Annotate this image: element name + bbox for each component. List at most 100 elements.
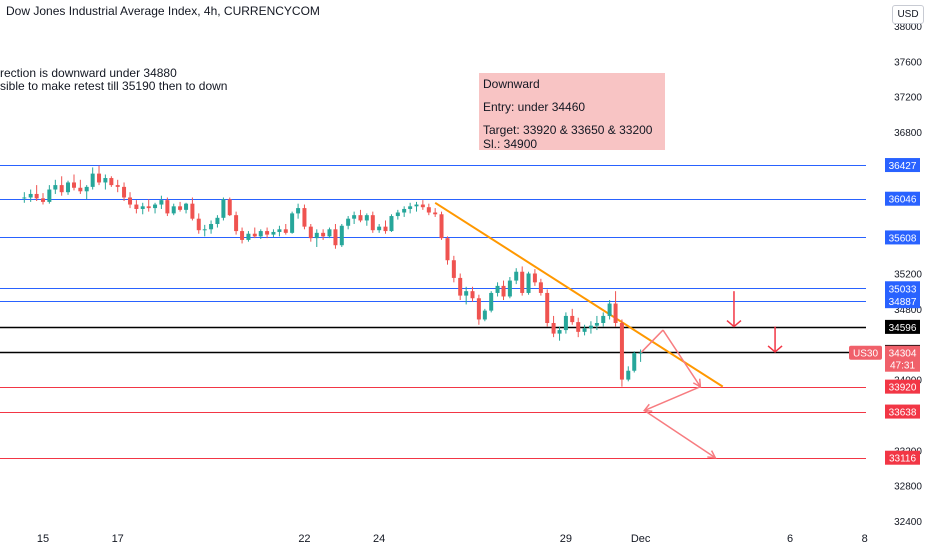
candle-body xyxy=(271,231,276,235)
candle-body xyxy=(426,207,431,213)
current-price-text: 34304 xyxy=(889,349,917,360)
candle-body xyxy=(314,232,319,239)
time-tick-label: 15 xyxy=(37,533,49,545)
level-tag-33116 xyxy=(885,450,920,465)
candle-body xyxy=(439,214,444,239)
price-tick-label: 32400 xyxy=(894,517,922,528)
level-tag-text: 33920 xyxy=(889,383,917,394)
time-tick-label: 6 xyxy=(787,533,793,545)
candle-body xyxy=(90,173,95,187)
candle-body xyxy=(402,208,407,213)
note-line-2: sible to make retest till 35190 then to … xyxy=(0,79,228,93)
candle-body xyxy=(482,310,487,320)
candle-body xyxy=(178,206,183,210)
price-tick-label: 32800 xyxy=(894,482,922,493)
candle-body xyxy=(115,185,120,187)
candle-body xyxy=(464,291,469,296)
candle-body xyxy=(377,226,382,231)
symbol-badge xyxy=(849,345,882,360)
candle-body xyxy=(258,231,263,237)
candlestick-series xyxy=(22,165,643,387)
price-tick-label: 35200 xyxy=(894,270,922,281)
price-tick-label: 36800 xyxy=(894,128,922,139)
level-tag-35608 xyxy=(885,230,920,245)
level-labels: 3642736046356083503334887345963431333920… xyxy=(849,158,920,465)
candle-body xyxy=(22,197,27,199)
projection-arrowhead xyxy=(707,450,717,459)
drawings xyxy=(434,201,783,459)
candle-body xyxy=(346,218,351,226)
price-axis: 3240032800332003400034800352003680037200… xyxy=(866,0,932,550)
candle-body xyxy=(296,208,301,214)
candle-body xyxy=(153,204,158,209)
candle-body xyxy=(476,298,481,320)
candle-body xyxy=(59,185,64,193)
candle-body xyxy=(570,315,575,323)
candle-body xyxy=(97,173,102,183)
candle-body xyxy=(538,282,543,293)
candle-body xyxy=(414,204,419,207)
candle-body xyxy=(489,292,494,311)
candle-body xyxy=(66,182,71,193)
time-tick-label: 17 xyxy=(112,533,124,545)
currency-button[interactable]: USD xyxy=(892,5,924,24)
level-tag-text: 33116 xyxy=(889,454,917,465)
candle-body xyxy=(613,303,618,323)
candle-body xyxy=(302,208,307,227)
candle-body xyxy=(308,226,313,239)
candle-body xyxy=(109,178,114,186)
chart-title: Dow Jones Industrial Average Index, 4h, … xyxy=(6,4,320,18)
candle-body xyxy=(370,215,375,231)
candle-body xyxy=(594,323,599,326)
current-price-tag xyxy=(885,345,920,372)
candle-body xyxy=(41,198,45,202)
candle-body xyxy=(202,229,207,231)
countdown-text: 47:31 xyxy=(890,361,915,372)
level-tag-text: 36046 xyxy=(889,195,917,206)
candle-body xyxy=(619,323,624,380)
candle-body xyxy=(184,203,189,210)
candle-body xyxy=(545,292,550,323)
candle-body xyxy=(433,212,438,215)
level-tag-35033 xyxy=(885,281,920,296)
candle-body xyxy=(601,315,606,323)
level-tag-33920 xyxy=(885,379,920,394)
projection-segment xyxy=(662,329,701,388)
candle-body xyxy=(638,352,643,354)
time-tick-label: 22 xyxy=(298,533,310,545)
candle-body xyxy=(53,185,58,190)
trendline xyxy=(434,201,724,388)
candle-body xyxy=(383,226,388,232)
candle-body xyxy=(265,231,270,235)
candle-body xyxy=(277,229,282,232)
candle-body xyxy=(134,204,139,209)
candle-body xyxy=(626,370,631,380)
candle-body xyxy=(215,217,220,224)
candle-body xyxy=(72,182,77,188)
candle-body xyxy=(420,204,425,208)
candle-body xyxy=(501,285,506,297)
time-tick-label: 24 xyxy=(373,533,385,545)
trade-plan-box: Downward Entry: under 34460 Target: 3392… xyxy=(479,73,665,151)
candle-body xyxy=(283,229,288,233)
candle-body xyxy=(358,215,363,221)
projection-segment xyxy=(643,409,716,459)
candle-body xyxy=(607,303,612,316)
horizontal-levels xyxy=(0,165,866,459)
level-tag-text: 33638 xyxy=(889,408,917,419)
projection-arrowhead xyxy=(692,378,702,388)
candle-body xyxy=(408,206,413,209)
candle-body xyxy=(389,216,394,232)
candle-body xyxy=(514,271,519,281)
candle-body xyxy=(290,213,295,233)
level-tag-34887 xyxy=(885,294,920,309)
candle-body xyxy=(209,224,214,230)
down-arrowhead xyxy=(767,345,783,353)
candle-body xyxy=(470,291,475,299)
candle-body xyxy=(526,273,531,293)
candle-body xyxy=(234,215,239,232)
projection-segment xyxy=(644,385,701,412)
symbol-badge-text: US30 xyxy=(853,349,878,360)
candle-body xyxy=(78,187,83,192)
